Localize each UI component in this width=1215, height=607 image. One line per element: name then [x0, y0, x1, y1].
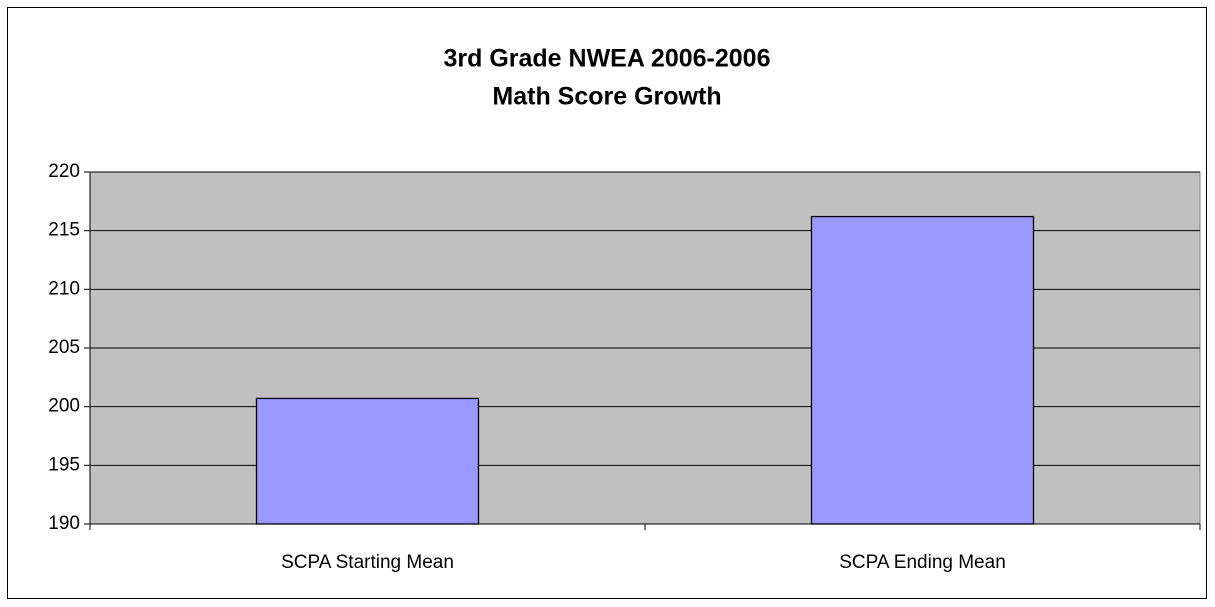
chart-title: 3rd Grade NWEA 2006-2006: [443, 45, 770, 73]
y-tick-label: 215: [48, 220, 80, 241]
y-tick-label: 210: [48, 278, 80, 299]
y-tick-label: 205: [48, 337, 80, 358]
y-tick-label: 190: [48, 513, 80, 534]
y-tick-label: 220: [48, 161, 80, 182]
y-tick-label: 195: [48, 454, 80, 475]
y-tick-label: 200: [48, 396, 80, 417]
chart-title: Math Score Growth: [492, 83, 721, 111]
x-tick-label: SCPA Starting Mean: [281, 552, 454, 573]
bar: [255, 397, 480, 525]
bar: [810, 215, 1035, 525]
x-tick-label: SCPA Ending Mean: [839, 552, 1006, 573]
